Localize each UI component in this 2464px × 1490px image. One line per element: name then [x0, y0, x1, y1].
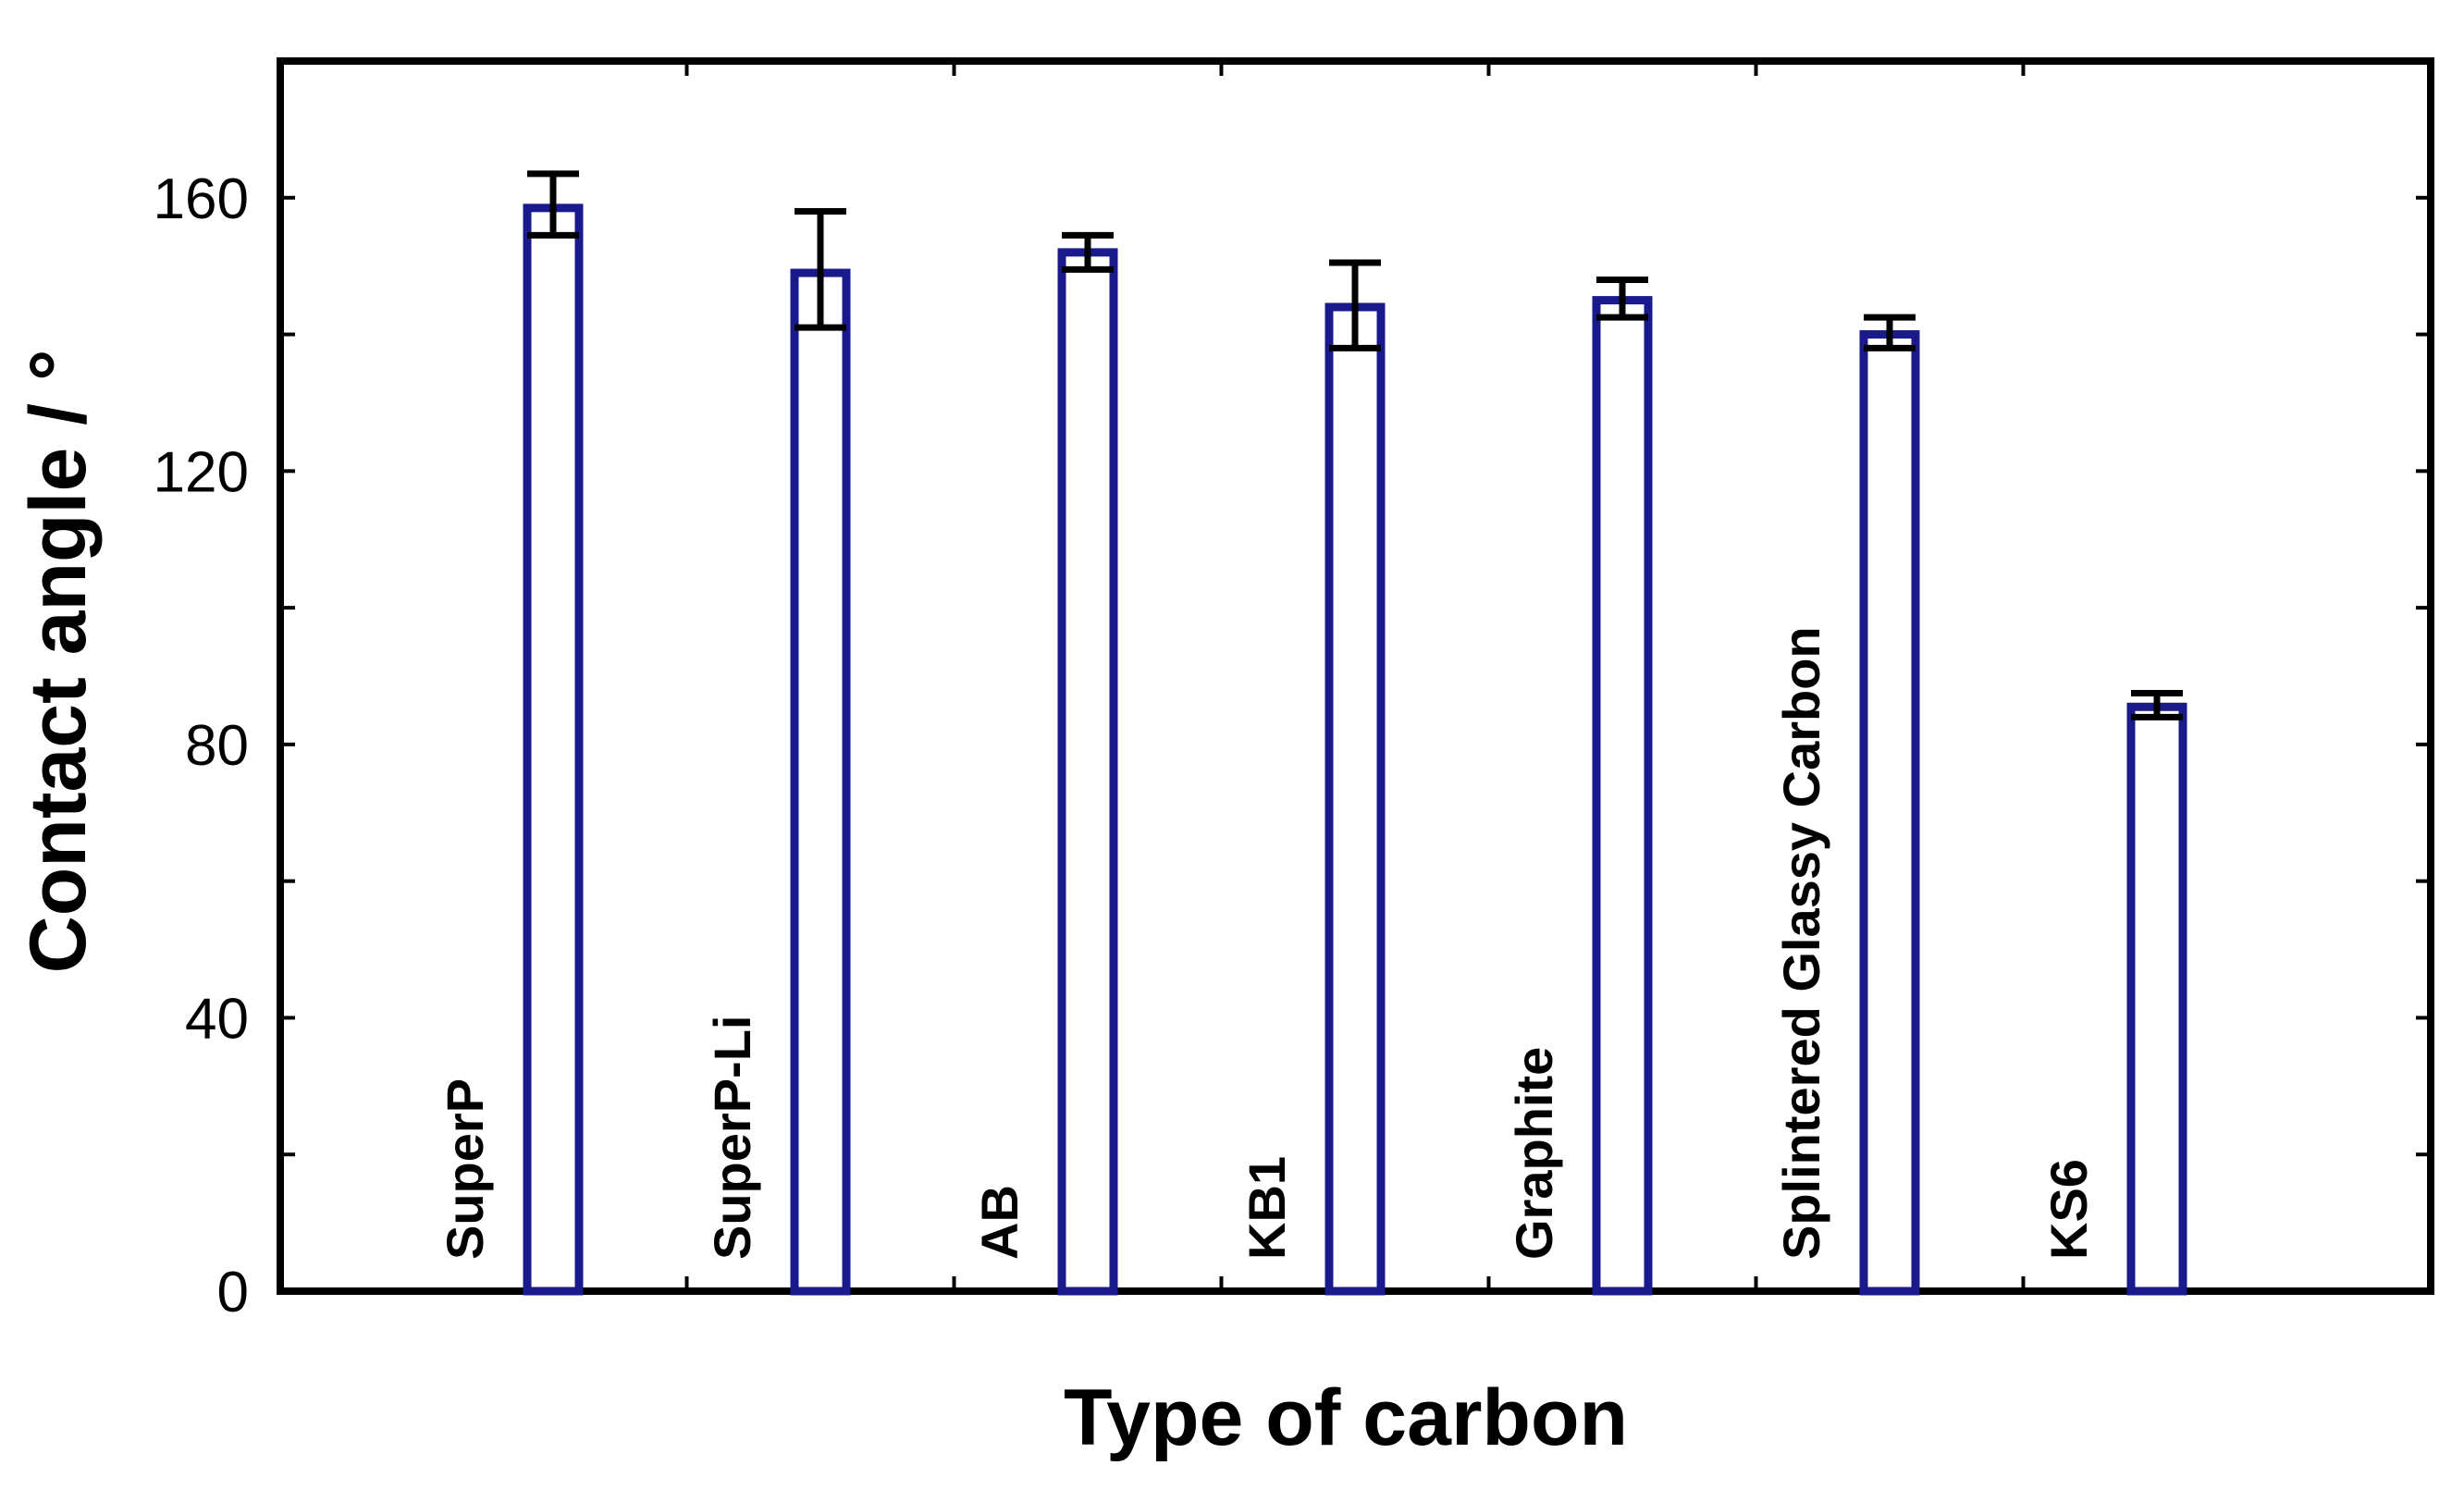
bar: [2126, 702, 2187, 1296]
bar: [790, 268, 851, 1296]
category-label: Graphite: [1505, 1047, 1563, 1260]
y-tick-label: 0: [217, 1261, 249, 1324]
y-tick-label: 80: [185, 714, 249, 778]
error-bars: [527, 170, 2183, 720]
y-tick-label: 120: [154, 440, 249, 504]
bar: [1859, 330, 1920, 1296]
bar: [1324, 302, 1386, 1296]
category-labels: SuperP SuperP-Li AB KB1 Graphite Splintered G…: [436, 626, 2098, 1260]
axis-ticks: 0 40 80 120 160: [154, 59, 2431, 1324]
bar: [1592, 296, 1653, 1296]
category-label: SuperP-Li: [703, 1016, 761, 1260]
bar: [523, 203, 584, 1296]
y-tick-label: 40: [185, 987, 249, 1051]
bars: [523, 203, 2187, 1296]
category-label: Splintered Glassy Carbon: [1772, 626, 1830, 1260]
y-axis-title: Contact angle / °: [14, 350, 103, 974]
category-label: KB1: [1238, 1156, 1296, 1260]
category-label: SuperP: [436, 1078, 494, 1260]
y-tick-label: 160: [154, 167, 249, 231]
category-label: KS6: [2039, 1159, 2098, 1260]
bar: [1057, 248, 1118, 1296]
x-axis-title: Type of carbon: [1064, 1373, 1628, 1462]
category-label: AB: [970, 1185, 1029, 1260]
